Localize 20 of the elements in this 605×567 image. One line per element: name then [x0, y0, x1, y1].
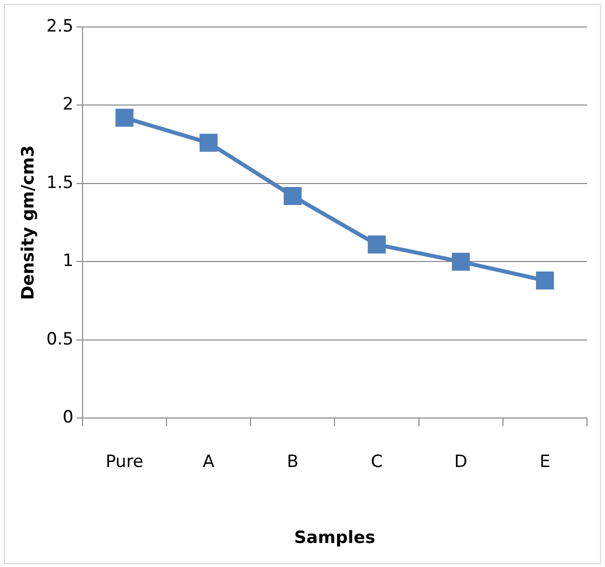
- y-tick-label: 0.5: [46, 329, 74, 350]
- point: [452, 252, 470, 271]
- x-tick-label: E: [540, 452, 550, 472]
- x-tick-label: B: [286, 452, 299, 472]
- x-axis-title: Samples: [294, 528, 376, 548]
- x-tick-label: A: [202, 452, 215, 472]
- x-tick-label: D: [454, 452, 468, 472]
- y-tick-label: 2.5: [46, 16, 74, 36]
- y-tick-label: 2: [62, 94, 74, 115]
- y-axis-title: Density gm/cm3: [18, 145, 39, 300]
- y-tick-label: 1.5: [46, 172, 74, 193]
- point: [200, 134, 218, 152]
- y-tick-label: 1: [62, 251, 74, 272]
- y-tick-label: 0: [62, 408, 74, 428]
- point: [368, 236, 386, 254]
- point: [284, 187, 302, 205]
- x-tick-label: Pure: [106, 452, 144, 472]
- x-tick-label: C: [370, 452, 383, 472]
- point: [116, 108, 134, 127]
- point: [536, 272, 554, 290]
